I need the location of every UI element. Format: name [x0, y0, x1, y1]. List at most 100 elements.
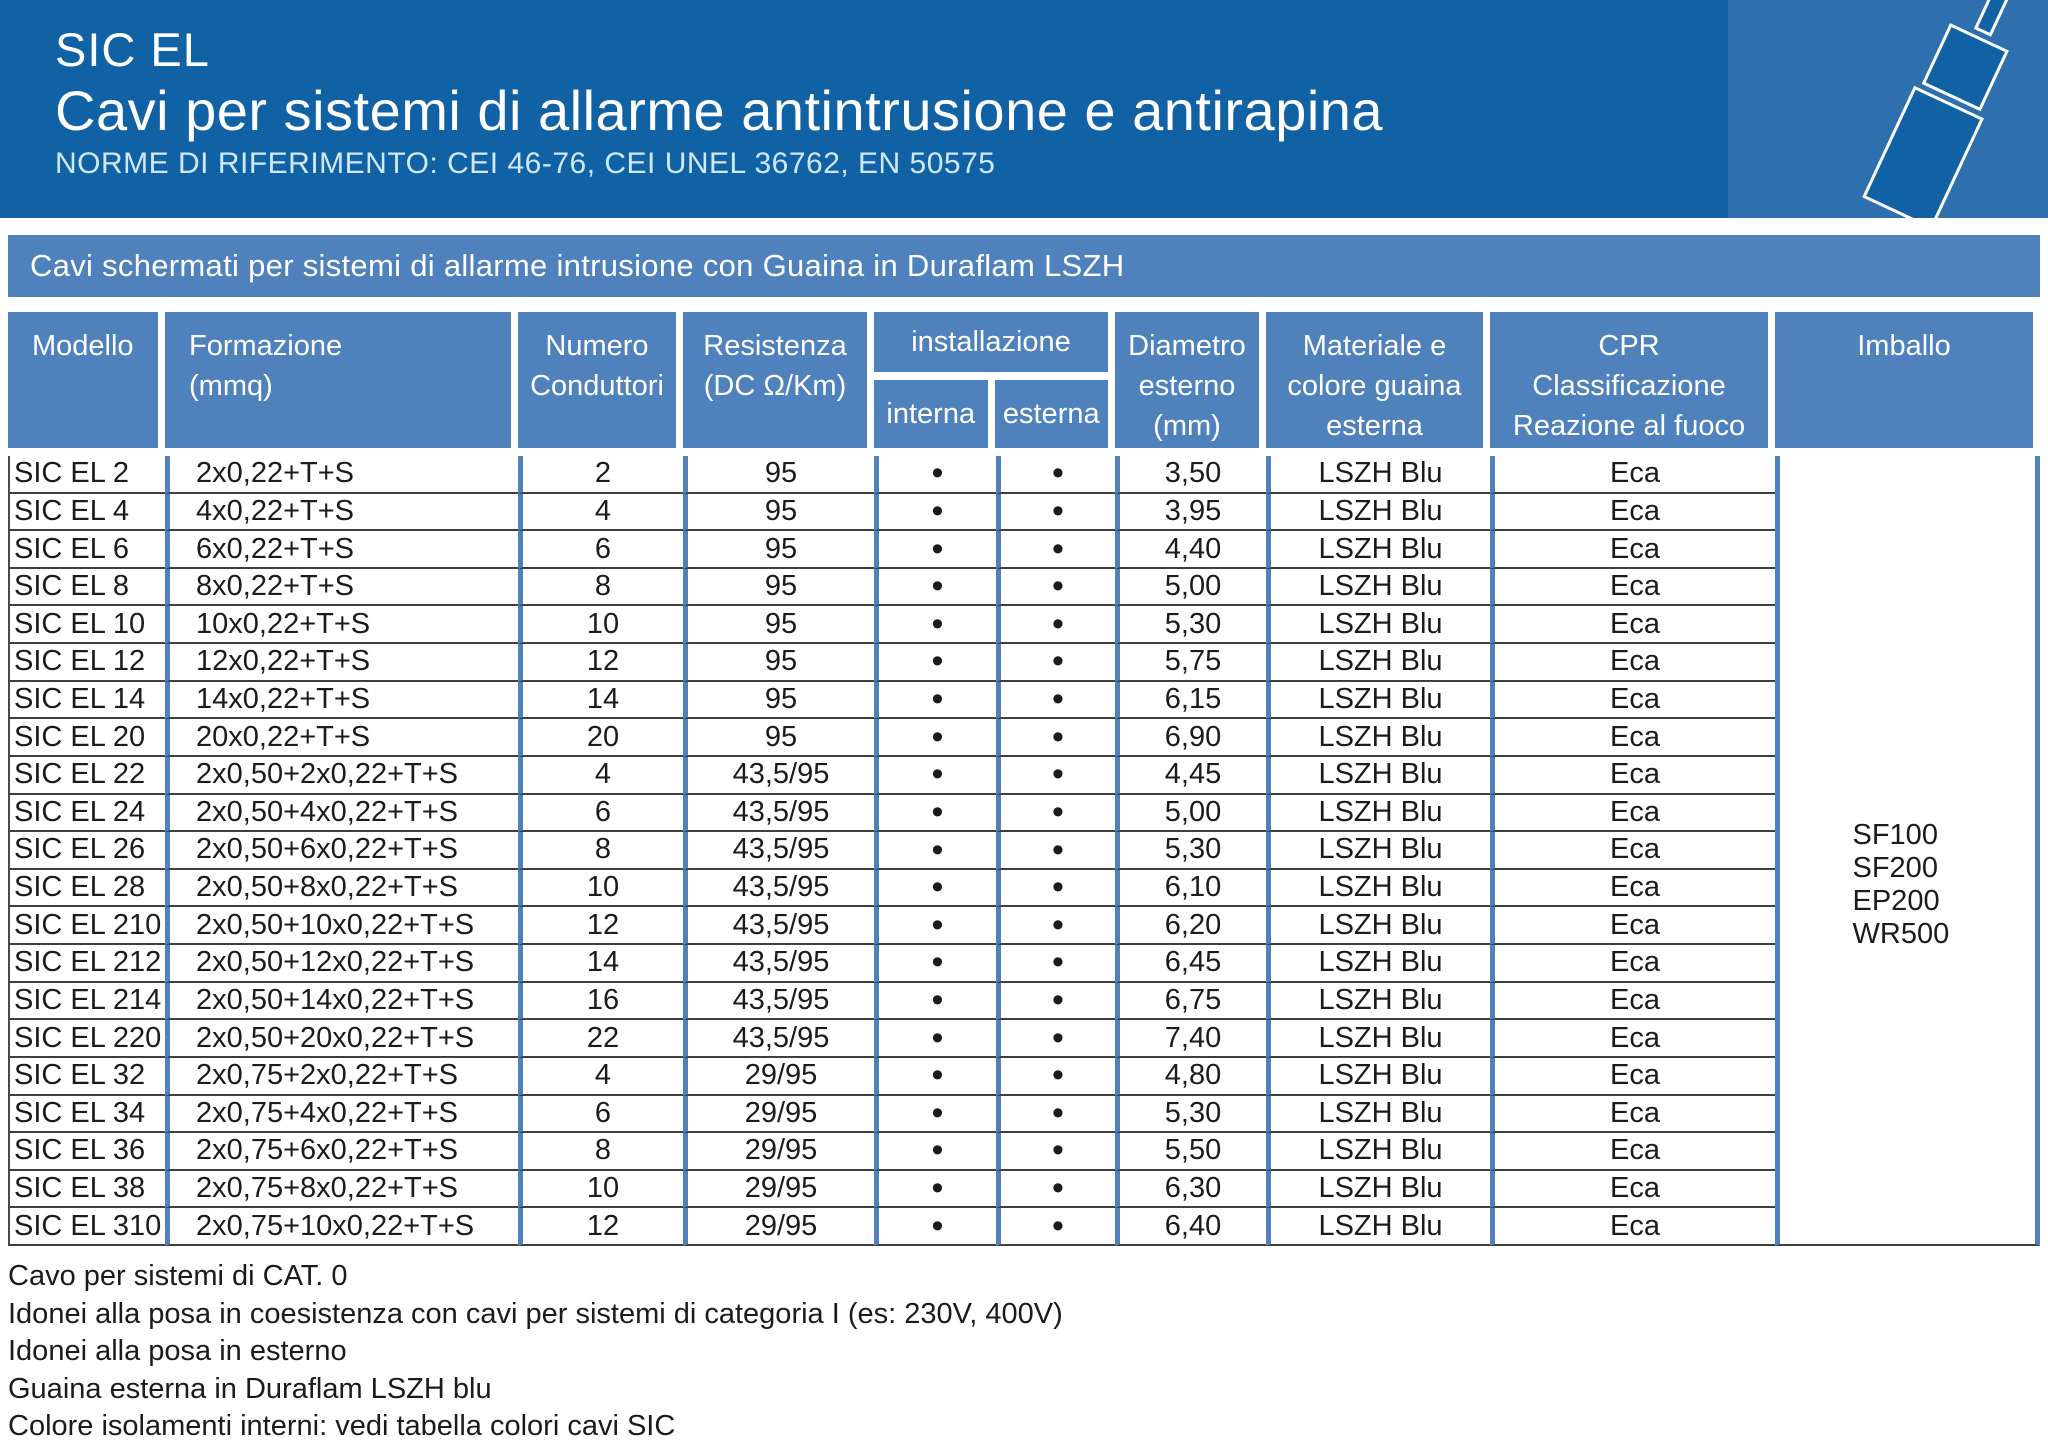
- model-cell: SIC EL 212: [8, 945, 165, 983]
- section-banner: Cavi schermati per sistemi di allarme in…: [8, 235, 2040, 297]
- column-header-installazione: installazione: [874, 312, 1108, 372]
- diameter-cell: 5,00: [1115, 568, 1266, 607]
- product-name: SIC EL: [55, 23, 210, 76]
- formation-cell: 8x0,22+T+S: [165, 568, 518, 607]
- install-interna-dot: •: [874, 681, 996, 720]
- cpr-class-cell: Eca: [1490, 1208, 1775, 1246]
- imballo-merged-cell: SF100 SF200 EP200 WR500: [1775, 456, 2040, 1246]
- conductors-cell: 10: [518, 869, 683, 908]
- conductors-cell: 8: [518, 1133, 683, 1171]
- cpr-class-cell: Eca: [1490, 907, 1775, 946]
- install-esterna-dot: •: [996, 1095, 1115, 1134]
- diameter-cell: 5,50: [1115, 1133, 1266, 1171]
- formation-cell: 2x0,75+6x0,22+T+S: [165, 1133, 518, 1171]
- install-interna-dot: •: [874, 606, 996, 645]
- install-esterna-dot: •: [996, 832, 1115, 870]
- column-header-modello: Modello: [8, 312, 158, 448]
- install-esterna-dot: •: [996, 644, 1115, 682]
- column-header-formazione: Formazione (mmq): [165, 312, 511, 448]
- conductors-cell: 4: [518, 756, 683, 795]
- diameter-cell: 6,90: [1115, 719, 1266, 757]
- formation-cell: 2x0,75+10x0,22+T+S: [165, 1208, 518, 1246]
- sheath-cell: LSZH Blu: [1266, 531, 1490, 569]
- formation-cell: 10x0,22+T+S: [165, 606, 518, 645]
- formation-cell: 14x0,22+T+S: [165, 681, 518, 720]
- resistance-cell: 95: [683, 606, 874, 645]
- install-interna-dot: •: [874, 1170, 996, 1209]
- resistance-cell: 43,5/95: [683, 945, 874, 983]
- column-header-diametro: Diametro esterno (mm): [1115, 312, 1259, 448]
- cable-icon-panel: [1728, 0, 2048, 218]
- diameter-cell: 5,30: [1115, 606, 1266, 645]
- install-esterna-dot: •: [996, 531, 1115, 569]
- diameter-cell: 6,40: [1115, 1208, 1266, 1246]
- install-interna-dot: •: [874, 869, 996, 908]
- model-cell: SIC EL 220: [8, 1020, 165, 1058]
- formation-cell: 6x0,22+T+S: [165, 531, 518, 569]
- install-interna-dot: •: [874, 1208, 996, 1246]
- sheath-cell: LSZH Blu: [1266, 869, 1490, 908]
- note-line: Guaina esterna in Duraflam LSZH blu: [8, 1372, 492, 1405]
- sheath-cell: LSZH Blu: [1266, 945, 1490, 983]
- cpr-class-cell: Eca: [1490, 756, 1775, 795]
- install-interna-dot: •: [874, 568, 996, 607]
- install-interna-dot: •: [874, 832, 996, 870]
- sheath-cell: LSZH Blu: [1266, 1057, 1490, 1096]
- install-esterna-dot: •: [996, 493, 1115, 532]
- cpr-class-cell: Eca: [1490, 1057, 1775, 1096]
- note-line: Idonei alla posa in esterno: [8, 1335, 347, 1367]
- cpr-class-cell: Eca: [1490, 493, 1775, 532]
- diameter-cell: 7,40: [1115, 1020, 1266, 1058]
- diameter-cell: 6,30: [1115, 1170, 1266, 1209]
- resistance-cell: 95: [683, 568, 874, 607]
- resistance-cell: 43,5/95: [683, 869, 874, 908]
- install-esterna-dot: •: [996, 1208, 1115, 1246]
- install-esterna-dot: •: [996, 1133, 1115, 1171]
- install-esterna-dot: •: [996, 945, 1115, 983]
- install-interna-dot: •: [874, 719, 996, 757]
- install-esterna-dot: •: [996, 1020, 1115, 1058]
- install-interna-dot: •: [874, 531, 996, 569]
- sheath-cell: LSZH Blu: [1266, 794, 1490, 833]
- formation-cell: 2x0,50+10x0,22+T+S: [165, 907, 518, 946]
- diameter-cell: 6,10: [1115, 869, 1266, 908]
- formation-cell: 2x0,50+12x0,22+T+S: [165, 945, 518, 983]
- formation-cell: 12x0,22+T+S: [165, 644, 518, 682]
- diameter-cell: 6,75: [1115, 982, 1266, 1021]
- column-header-imballo: Imballo: [1775, 312, 2033, 448]
- install-interna-dot: •: [874, 456, 996, 494]
- formation-cell: 2x0,50+4x0,22+T+S: [165, 794, 518, 833]
- note-line: Cavo per sistemi di CAT. 0: [8, 1260, 348, 1292]
- install-interna-dot: •: [874, 644, 996, 682]
- install-interna-dot: •: [874, 1133, 996, 1171]
- model-cell: SIC EL 2: [8, 456, 165, 494]
- note-line: Idonei alla posa in coesistenza con cavi…: [8, 1297, 1063, 1330]
- sheath-cell: LSZH Blu: [1266, 832, 1490, 870]
- diameter-cell: 5,30: [1115, 1095, 1266, 1134]
- formation-cell: 20x0,22+T+S: [165, 719, 518, 757]
- conductors-cell: 4: [518, 1057, 683, 1096]
- page-title: Cavi per sistemi di allarme antintrusion…: [55, 79, 1384, 142]
- model-cell: SIC EL 214: [8, 982, 165, 1021]
- resistance-cell: 29/95: [683, 1208, 874, 1246]
- cpr-class-cell: Eca: [1490, 568, 1775, 607]
- conductors-cell: 8: [518, 568, 683, 607]
- conductors-cell: 16: [518, 982, 683, 1021]
- model-cell: SIC EL 20: [8, 719, 165, 757]
- formation-cell: 2x0,50+20x0,22+T+S: [165, 1020, 518, 1058]
- diameter-cell: 4,40: [1115, 531, 1266, 569]
- install-interna-dot: •: [874, 1057, 996, 1096]
- page-header: SIC EL Cavi per sistemi di allarme antin…: [0, 0, 2048, 218]
- resistance-cell: 43,5/95: [683, 794, 874, 833]
- conductors-cell: 12: [518, 1208, 683, 1246]
- conductors-cell: 10: [518, 606, 683, 645]
- cpr-class-cell: Eca: [1490, 644, 1775, 682]
- column-header-numero-conduttori: Numero Conduttori: [518, 312, 676, 448]
- cpr-class-cell: Eca: [1490, 869, 1775, 908]
- install-interna-dot: •: [874, 945, 996, 983]
- column-header-interna: interna: [874, 380, 988, 448]
- resistance-cell: 29/95: [683, 1170, 874, 1209]
- conductors-cell: 2: [518, 456, 683, 494]
- note-line: Colore isolamenti interni: vedi tabella …: [8, 1410, 676, 1442]
- conductors-cell: 14: [518, 681, 683, 720]
